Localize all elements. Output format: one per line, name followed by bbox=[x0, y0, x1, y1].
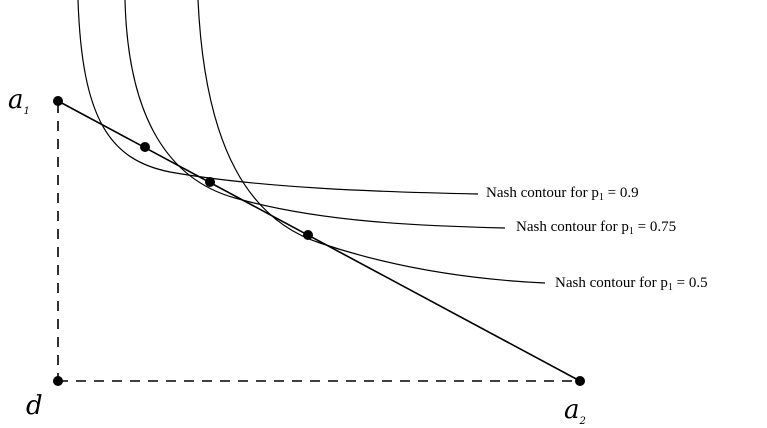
nash-contour-curve-0.75 bbox=[124, 0, 506, 229]
label-a2: a2 bbox=[564, 395, 586, 427]
nash-contour-curve-0.5 bbox=[197, 0, 546, 284]
contour-label-0.9: Nash contour for p1 = 0.9 bbox=[486, 185, 639, 203]
point-a2 bbox=[575, 376, 585, 386]
label-d: d bbox=[26, 391, 43, 421]
tangency-point-0.9 bbox=[140, 142, 150, 152]
tangency-point-0.5 bbox=[303, 230, 313, 240]
pareto-frontier-line bbox=[57, 100, 581, 382]
nash-contour-curve-0.9 bbox=[77, 0, 479, 195]
point-a1 bbox=[53, 96, 63, 106]
tangency-point-0.75 bbox=[205, 177, 215, 187]
label-a1: a1 bbox=[8, 85, 30, 117]
contour-label-0.5: Nash contour for p1 = 0.5 bbox=[555, 275, 708, 293]
point-d bbox=[53, 376, 63, 386]
contour-label-0.75: Nash contour for p1 = 0.75 bbox=[516, 219, 676, 237]
